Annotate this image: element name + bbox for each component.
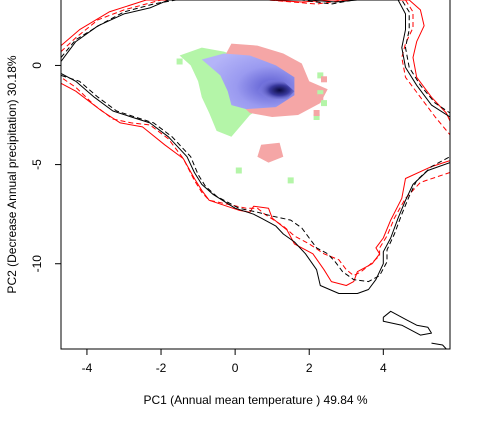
- y-tick-label: -5: [30, 159, 44, 170]
- envelope-line-black-dashed-3: [61, 0, 450, 283]
- y-axis: 0 -5 -10: [30, 62, 61, 273]
- x-axis: -4 -2 0 2 4: [82, 349, 387, 375]
- y-tick-label: -10: [30, 255, 44, 273]
- x-tick-label: 2: [306, 361, 313, 375]
- density-layer: [176, 43, 328, 184]
- density-speck-0-5: [313, 114, 320, 120]
- density-speck-0-2: [287, 177, 294, 184]
- y-tick-label: 0: [30, 62, 44, 69]
- plot-frame: [60, 0, 451, 350]
- density-speck-0-3: [317, 90, 324, 97]
- x-axis-title: PC1 (Annual mean temperature ) 49.84 %: [143, 393, 367, 407]
- density-speck-0-1: [235, 167, 242, 174]
- x-tick-label: -4: [82, 361, 93, 375]
- density-region-species-a-only-2: [257, 142, 284, 163]
- envelope-lines: [61, 0, 450, 349]
- envelope-line-red-solid-0: [61, 0, 450, 286]
- y-axis-title: PC2 (Decrease Annual precipitation) 30.1…: [5, 55, 19, 293]
- envelope-line-black-solid-2: [61, 0, 450, 294]
- density-speck-1-1: [313, 110, 320, 116]
- envelope-line-black-solid-4: [382, 310, 432, 336]
- density-speck-0-6: [321, 100, 327, 107]
- envelope-line-black-solid-5: [431, 342, 447, 349]
- density-speck-1-2: [321, 76, 327, 83]
- density-speck-0-4: [317, 72, 324, 79]
- x-tick-label: 4: [380, 361, 387, 375]
- x-tick-label: -2: [156, 361, 167, 375]
- x-tick-label: 0: [232, 361, 239, 375]
- density-region-overlap-density-high-4: [257, 79, 295, 100]
- density-speck-0-0: [176, 58, 183, 65]
- density-speck-1-0: [317, 94, 324, 101]
